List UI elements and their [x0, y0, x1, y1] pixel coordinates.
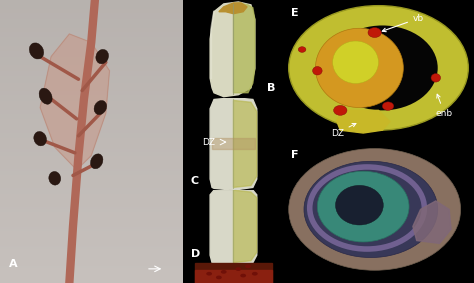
Polygon shape	[194, 270, 272, 283]
Text: D: D	[191, 249, 200, 259]
Polygon shape	[194, 263, 272, 283]
Ellipse shape	[236, 267, 241, 271]
Ellipse shape	[383, 102, 394, 110]
Ellipse shape	[221, 270, 227, 274]
Polygon shape	[413, 201, 451, 243]
Text: enb: enb	[436, 94, 453, 118]
Text: DZ: DZ	[331, 123, 356, 138]
Text: F: F	[291, 150, 298, 160]
Ellipse shape	[206, 272, 212, 276]
Text: E: E	[291, 8, 298, 18]
Ellipse shape	[336, 185, 383, 225]
Ellipse shape	[334, 106, 347, 115]
Ellipse shape	[94, 100, 107, 115]
Ellipse shape	[327, 25, 438, 110]
Text: A: A	[9, 259, 18, 269]
Ellipse shape	[368, 28, 382, 38]
Ellipse shape	[289, 6, 468, 130]
Ellipse shape	[96, 50, 109, 64]
Polygon shape	[210, 98, 257, 190]
Ellipse shape	[240, 274, 246, 277]
Polygon shape	[337, 110, 390, 133]
Ellipse shape	[39, 88, 52, 104]
Polygon shape	[40, 34, 109, 170]
Ellipse shape	[318, 171, 409, 242]
Polygon shape	[219, 3, 247, 14]
Ellipse shape	[289, 149, 461, 270]
Text: B: B	[267, 83, 276, 93]
Ellipse shape	[245, 264, 251, 268]
Ellipse shape	[304, 161, 438, 258]
Polygon shape	[212, 138, 255, 149]
Ellipse shape	[29, 43, 44, 59]
Ellipse shape	[333, 41, 378, 83]
Ellipse shape	[312, 67, 322, 75]
Text: DZ: DZ	[202, 138, 215, 147]
Polygon shape	[233, 100, 257, 187]
Ellipse shape	[91, 154, 103, 169]
Polygon shape	[210, 190, 257, 266]
Ellipse shape	[316, 28, 403, 108]
Ellipse shape	[49, 171, 61, 185]
Ellipse shape	[431, 74, 440, 82]
Text: C: C	[191, 175, 199, 186]
Polygon shape	[210, 2, 255, 97]
Ellipse shape	[252, 272, 258, 276]
Ellipse shape	[216, 276, 222, 279]
Ellipse shape	[34, 132, 46, 146]
Polygon shape	[233, 190, 257, 263]
Text: vb: vb	[383, 14, 424, 32]
Polygon shape	[233, 3, 255, 93]
Ellipse shape	[298, 47, 306, 52]
